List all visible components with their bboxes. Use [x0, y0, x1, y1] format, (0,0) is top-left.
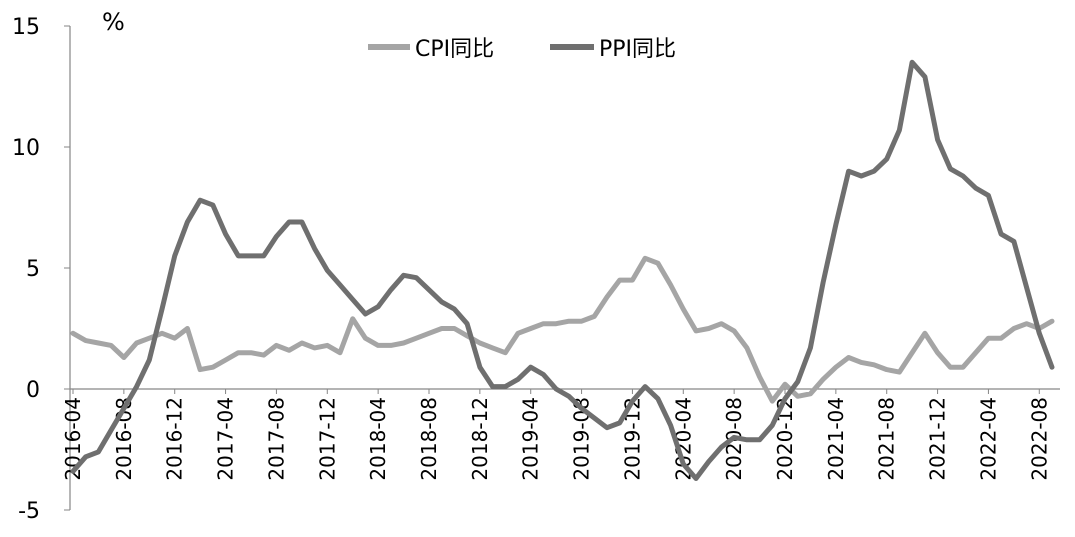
x-tick-label: 2019-12: [620, 397, 644, 481]
y-tick-label: -5: [18, 499, 40, 524]
x-tick-label: 2021-08: [875, 397, 899, 481]
x-tick-label: 2016-04: [61, 397, 85, 481]
x-tick-label: 2018-08: [417, 397, 441, 481]
x-tick-label: 2022-08: [1027, 397, 1051, 481]
x-tick-label: 2021-04: [824, 397, 848, 481]
y-tick-label: 5: [26, 257, 40, 282]
legend: CPI同比 PPI同比: [368, 37, 676, 62]
legend-label-ppi: PPI同比: [599, 37, 676, 62]
x-axis: 2016-04 2016-08 2016-12 2017-04 2017-08 2017-…: [61, 388, 1060, 481]
x-tick-label: 2016-12: [163, 397, 187, 481]
x-tick-label: 2018-04: [366, 397, 390, 481]
y-tick-label: 0: [26, 378, 40, 403]
x-tick-label: 2019-04: [519, 397, 543, 481]
x-tick-label: 2017-08: [264, 397, 288, 481]
legend-label-cpi: CPI同比: [415, 37, 494, 62]
series-line-cpi: [70, 255, 1055, 404]
y-axis-unit-label: %: [102, 8, 125, 36]
x-tick-label: 2017-12: [315, 397, 339, 481]
x-tick-label: 2020-12: [773, 397, 797, 481]
y-tick-label: 15: [12, 15, 40, 40]
y-tick-label: 10: [12, 136, 40, 161]
series-line-ppi: [70, 59, 1055, 481]
x-tick-label: 2022-04: [976, 397, 1000, 481]
y-axis: -5 0 5 10 15: [12, 15, 71, 524]
x-tick-label: 2017-04: [214, 397, 238, 481]
series-lines: [70, 59, 1055, 481]
x-tick-label: 2021-12: [926, 397, 950, 481]
x-tick-label: 2018-12: [468, 397, 492, 481]
